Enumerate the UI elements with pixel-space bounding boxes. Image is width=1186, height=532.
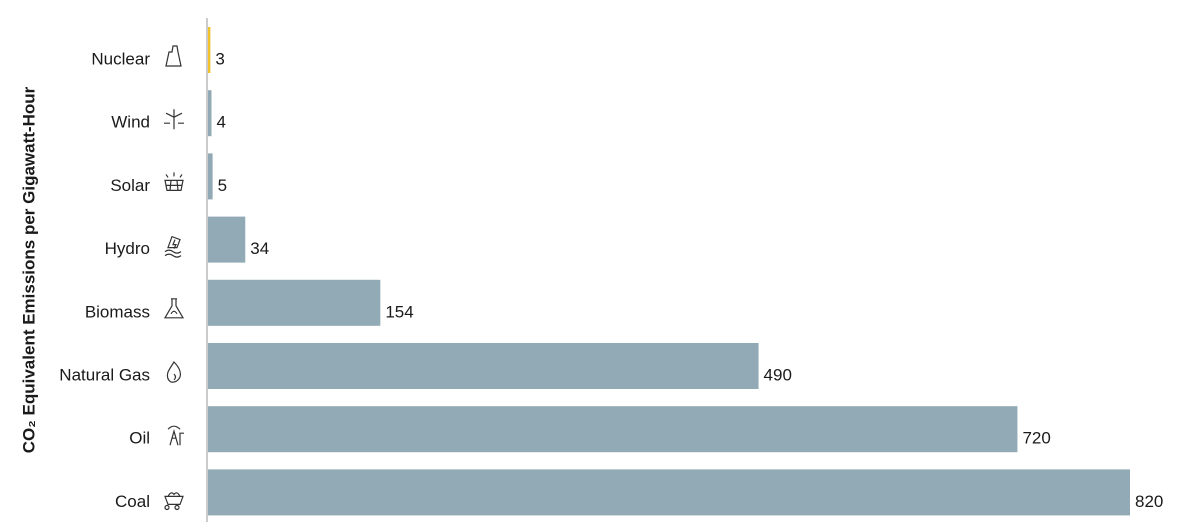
value-label: 5	[218, 176, 227, 195]
y-axis-label: CO₂ Equivalent Emissions per Gigawatt-Ho…	[19, 86, 38, 453]
category-icon	[165, 45, 182, 67]
category-icon	[164, 235, 182, 258]
category-icon	[167, 425, 184, 446]
category-icon	[164, 172, 184, 191]
category-label: Natural Gas	[59, 365, 150, 384]
category-label: Nuclear	[91, 49, 150, 68]
value-label: 490	[764, 365, 792, 384]
value-label: 34	[250, 239, 269, 258]
category-icon	[164, 492, 184, 511]
bar	[208, 406, 1018, 453]
category-label: Solar	[110, 176, 150, 195]
category-icon	[164, 109, 184, 130]
category-icon	[166, 361, 181, 383]
bar	[208, 153, 213, 200]
category-label: Coal	[115, 492, 150, 511]
bar	[208, 343, 759, 389]
value-label: 4	[217, 113, 226, 132]
value-label: 820	[1135, 492, 1163, 511]
bar	[208, 216, 246, 263]
bar	[208, 469, 1130, 516]
value-label: 720	[1022, 429, 1050, 448]
category-label: Oil	[129, 429, 150, 448]
value-label: 3	[215, 49, 224, 68]
bar	[208, 90, 212, 137]
bar	[208, 279, 381, 326]
category-icon	[163, 298, 185, 319]
bar	[208, 27, 211, 73]
category-label: Wind	[111, 113, 150, 132]
category-label: Biomass	[85, 302, 150, 321]
value-label: 154	[385, 302, 413, 321]
category-label: Hydro	[105, 239, 150, 258]
